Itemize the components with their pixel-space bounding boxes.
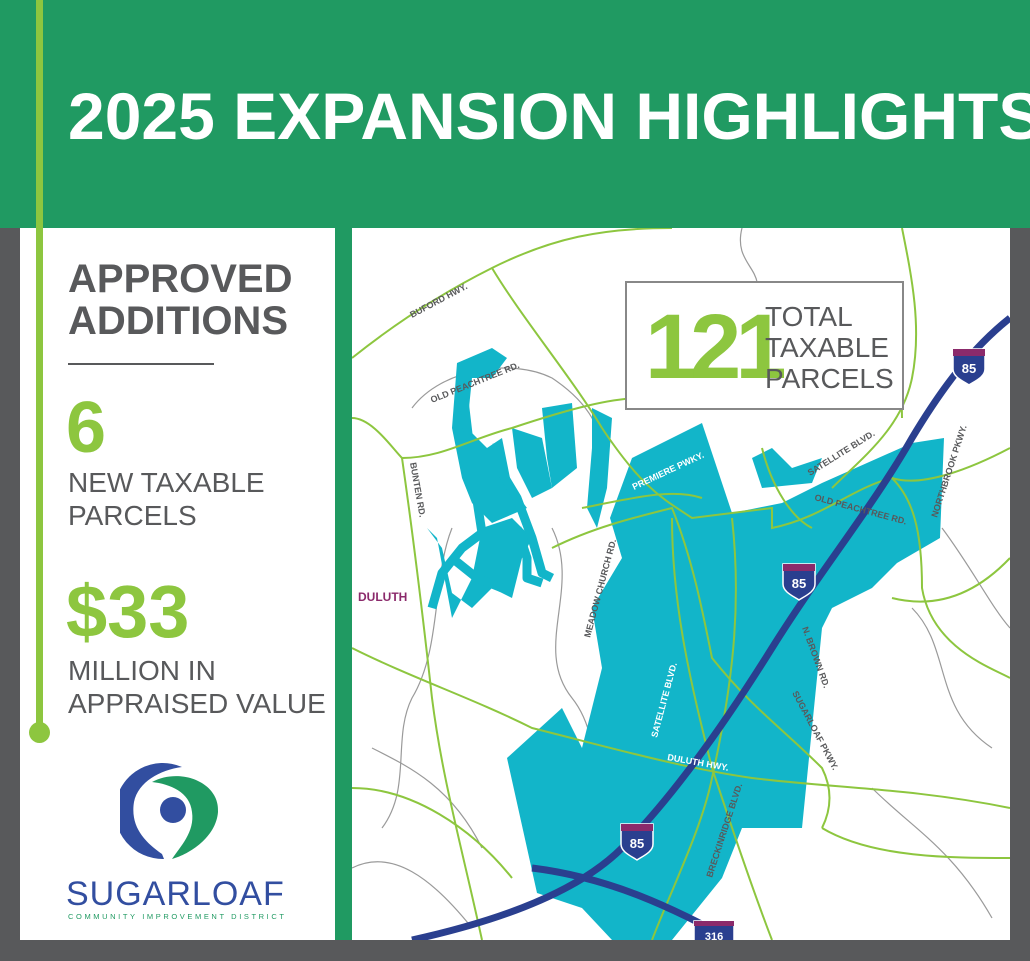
appraised-label-1: MILLION IN (68, 655, 216, 686)
interstate-shields: 85 85 85 316 (620, 348, 986, 940)
city-label-duluth: DULUTH (358, 590, 408, 604)
district-map: BUFORD HWY. OLD PEACHTREE RD. BUNTEN RD.… (352, 228, 1010, 940)
sugarloaf-logo-icon (120, 763, 219, 860)
logo-tagline: COMMUNITY IMPROVEMENT DISTRICT (68, 912, 287, 921)
i85-shield-icon: 85 (952, 348, 986, 386)
parcel-strips (427, 399, 555, 610)
i85-shield-icon: 85 (782, 563, 816, 601)
svg-text:316: 316 (705, 931, 723, 940)
accent-dot (29, 722, 50, 743)
heading-rule (68, 363, 214, 365)
header-banner: 2025 EXPANSION HIGHLIGHTS (0, 0, 1030, 228)
total-parcels-label: TOTAL TAXABLE PARCELS (765, 301, 894, 394)
appraised-label-2: APPRAISED VALUE (68, 688, 326, 719)
new-parcels-value: 6 (66, 388, 107, 468)
appraised-value: $33 (66, 570, 190, 653)
divider-bar (335, 228, 352, 940)
i316-shield-icon: 316 (693, 920, 735, 940)
section-heading-line2: ADDITIONS (68, 299, 288, 343)
page-title: 2025 EXPANSION HIGHLIGHTS (68, 79, 1030, 153)
svg-text:85: 85 (630, 836, 644, 851)
total-parcels-value: 121 (645, 296, 786, 398)
svg-text:85: 85 (792, 576, 806, 591)
road-label-bunten: BUNTEN RD. (408, 462, 427, 518)
accent-line (36, 0, 43, 733)
new-parcels-label-1: NEW TAXABLE (68, 467, 265, 498)
total-parcels-label-1: TOTAL (765, 301, 853, 332)
new-parcels-label-2: PARCELS (68, 500, 197, 531)
total-parcels-label-3: PARCELS (765, 363, 894, 394)
total-parcels-box: 121 TOTAL TAXABLE PARCELS (625, 281, 904, 410)
svg-text:85: 85 (962, 361, 976, 376)
logo-name: SUGARLOAF (66, 875, 285, 913)
road-label-buford: BUFORD HWY. (408, 281, 469, 320)
major-roads (352, 228, 1010, 940)
i85-shield-icon: 85 (620, 823, 654, 861)
total-parcels-label-2: TAXABLE (765, 332, 889, 363)
section-heading-line1: APPROVED (68, 257, 293, 301)
